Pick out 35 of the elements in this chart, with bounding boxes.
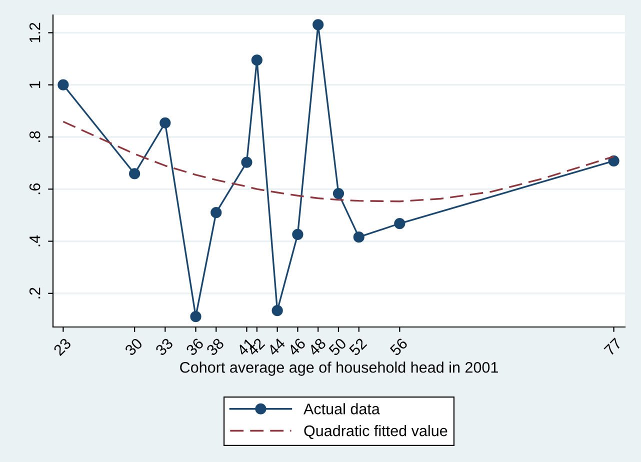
y-tick-label: 1 xyxy=(30,81,40,88)
point xyxy=(332,188,344,200)
x-tick-label: 77 xyxy=(604,338,622,356)
point xyxy=(292,228,304,240)
x-tick-label: 23 xyxy=(52,337,72,356)
x-axis-title: Cohort average age of household head in 2001 xyxy=(180,362,498,376)
x-tick-label: 46 xyxy=(287,337,306,356)
point xyxy=(272,305,283,316)
y-tick-label: 1.2 xyxy=(29,22,40,42)
point xyxy=(190,311,202,322)
legend-label: Quadratic fitted value xyxy=(304,425,448,439)
y-tick-label: .2 xyxy=(29,288,40,298)
x-tick-label: 52 xyxy=(348,338,368,356)
point xyxy=(58,79,69,90)
point xyxy=(608,155,620,167)
x-tick-label: 50 xyxy=(328,337,347,356)
y-tick-label: .6 xyxy=(29,183,40,194)
point xyxy=(353,232,364,243)
point xyxy=(241,156,252,168)
legend-label: Actual data xyxy=(304,403,380,414)
point xyxy=(312,19,324,30)
point xyxy=(160,117,171,128)
point xyxy=(394,218,406,230)
x-tick-label: 44 xyxy=(266,337,286,356)
x-tick-label: 38 xyxy=(206,337,225,356)
x-tick-label: 56 xyxy=(389,337,408,356)
point xyxy=(251,54,262,66)
point xyxy=(129,168,140,180)
x-tick-label: 48 xyxy=(308,337,327,356)
y-tick-label: .8 xyxy=(29,131,40,142)
x-tick-label: 33 xyxy=(154,337,174,356)
x-tick-label: 30 xyxy=(124,337,144,356)
x-tick-label: 36 xyxy=(185,337,204,356)
y-tick-label: .4 xyxy=(30,235,40,246)
point xyxy=(210,207,222,218)
